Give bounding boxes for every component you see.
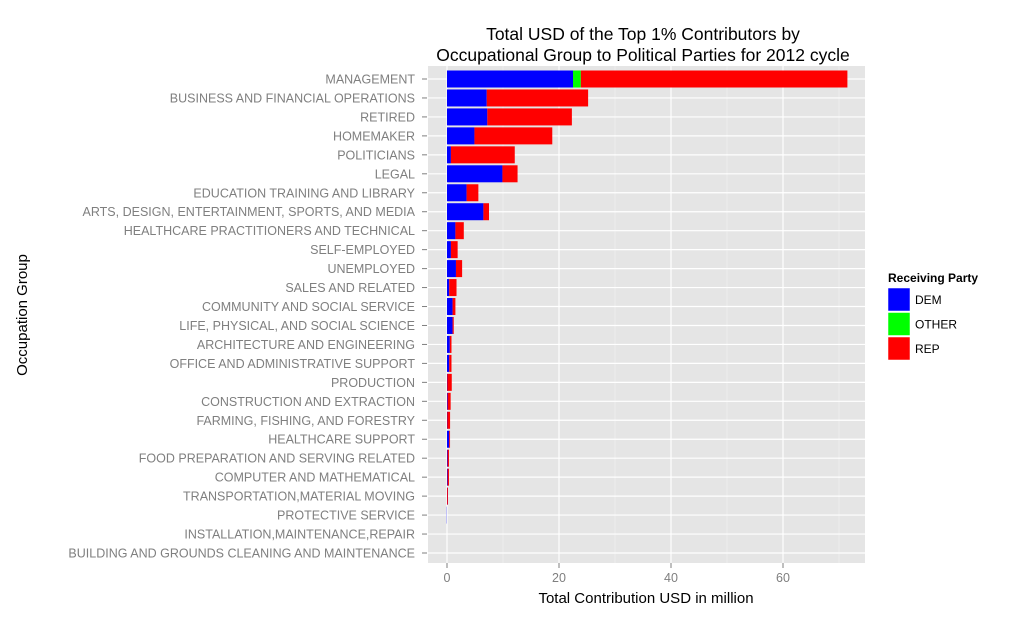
legend-label-other: OTHER xyxy=(915,318,957,332)
legend-key-dem xyxy=(887,287,911,312)
bar-rep xyxy=(580,70,848,88)
bar-dem xyxy=(447,165,503,183)
bar-dem xyxy=(447,184,467,202)
y-tick-label: COMPUTER AND MATHEMATICAL xyxy=(215,471,415,485)
legend-label-rep: REP xyxy=(915,342,940,356)
y-tick-label: HOMEMAKER xyxy=(333,129,415,143)
y-tick-label: CONSTRUCTION AND EXTRACTION xyxy=(201,395,415,409)
bar-dem xyxy=(447,260,456,278)
bar-rep xyxy=(466,184,479,202)
x-tick-label: 20 xyxy=(552,571,566,585)
bar-dem xyxy=(447,108,488,126)
y-tick-label: POLITICIANS xyxy=(337,148,415,162)
bar-other xyxy=(573,70,581,88)
y-tick-label: UNEMPLOYED xyxy=(327,262,415,276)
chart-title-line-1: Total USD of the Top 1% Contributors by xyxy=(486,24,800,44)
y-tick-label: HEALTHCARE PRACTITIONERS AND TECHNICAL xyxy=(124,224,415,238)
bar-rep xyxy=(449,430,451,448)
bar-dem xyxy=(447,222,456,240)
y-axis-title: Occupation Group xyxy=(14,254,31,376)
y-tick-label: PRODUCTION xyxy=(331,376,415,390)
bar-rep xyxy=(455,260,463,278)
bar-dem xyxy=(447,127,475,145)
y-tick-label: FARMING, FISHING, AND FORESTRY xyxy=(196,414,415,428)
bar-dem xyxy=(447,279,450,297)
bar-rep xyxy=(455,222,464,240)
bar-dem xyxy=(447,316,453,334)
bar-dem xyxy=(447,335,450,353)
bar-rep xyxy=(450,146,515,164)
bar-rep xyxy=(474,127,553,145)
y-tick-label: COMMUNITY AND SOCIAL SERVICE xyxy=(202,300,415,314)
y-tick-label: OFFICE AND ADMINISTRATIVE SUPPORT xyxy=(170,357,416,371)
y-tick-label: SELF-EMPLOYED xyxy=(310,243,415,257)
bar-rep xyxy=(486,89,589,107)
y-tick-label: RETIRED xyxy=(360,110,415,124)
y-tick-label: PROTECTIVE SERVICE xyxy=(277,509,415,523)
y-tick-label: BUILDING AND GROUNDS CLEANING AND MAINTE… xyxy=(68,547,415,561)
bar-rep xyxy=(487,108,572,126)
y-tick-label: TRANSPORTATION,MATERIAL MOVING xyxy=(183,490,415,504)
bar-dem xyxy=(447,146,451,164)
x-axis-title: Total Contribution USD in million xyxy=(538,590,753,607)
y-tick-label: MANAGEMENT xyxy=(325,73,415,87)
bar-dem xyxy=(447,354,450,372)
y-tick-label: BUSINESS AND FINANCIAL OPERATIONS xyxy=(170,91,415,105)
bar-rep xyxy=(447,411,451,429)
bar-rep xyxy=(450,241,458,259)
bar-dem xyxy=(447,89,487,107)
legend: Receiving Party DEM OTHER REP xyxy=(887,271,978,361)
bar-rep xyxy=(449,335,452,353)
bar-dem xyxy=(447,241,451,259)
bar-rep xyxy=(452,316,454,334)
bar-rep xyxy=(449,354,452,372)
legend-key-rep xyxy=(887,336,911,361)
bar-rep xyxy=(447,373,452,391)
bar-dem xyxy=(447,449,448,467)
x-tick-label: 0 xyxy=(444,571,451,585)
bar-rep xyxy=(447,487,448,505)
legend-title: Receiving Party xyxy=(888,271,978,285)
bar-rep xyxy=(502,165,518,183)
bar-dem xyxy=(446,506,447,524)
y-tick-label: HEALTHCARE SUPPORT xyxy=(268,433,415,447)
legend-label-dem: DEM xyxy=(915,293,942,307)
bar-rep xyxy=(452,298,456,316)
bar-dem xyxy=(447,392,448,410)
x-tick-label: 40 xyxy=(664,571,678,585)
bar-rep xyxy=(449,279,457,297)
y-tick-label: LEGAL xyxy=(375,167,415,181)
bar-dem xyxy=(447,203,484,221)
y-tick-label: LIFE, PHYSICAL, AND SOCIAL SCIENCE xyxy=(179,319,415,333)
x-tick-label: 60 xyxy=(776,571,790,585)
y-tick-label: EDUCATION TRAINING AND LIBRARY xyxy=(193,186,415,200)
chart-title-line-2: Occupational Group to Political Parties … xyxy=(436,45,849,65)
legend-key-other xyxy=(887,312,911,336)
bar-rep xyxy=(447,468,449,486)
y-tick-label: ARCHITECTURE AND ENGINEERING xyxy=(197,338,415,352)
y-tick-label: ARTS, DESIGN, ENTERTAINMENT, SPORTS, AND… xyxy=(83,205,416,219)
bar-dem xyxy=(447,430,450,448)
y-tick-label: INSTALLATION,MAINTENANCE,REPAIR xyxy=(184,528,415,542)
y-tick-label: FOOD PREPARATION AND SERVING RELATED xyxy=(139,452,415,466)
bar-rep xyxy=(483,203,489,221)
bar-dem xyxy=(447,70,573,88)
bar-rep xyxy=(447,449,449,467)
bar-rep xyxy=(447,392,451,410)
bar-dem xyxy=(447,298,453,316)
y-tick-label: SALES AND RELATED xyxy=(285,281,415,295)
bar-dem xyxy=(447,468,448,486)
